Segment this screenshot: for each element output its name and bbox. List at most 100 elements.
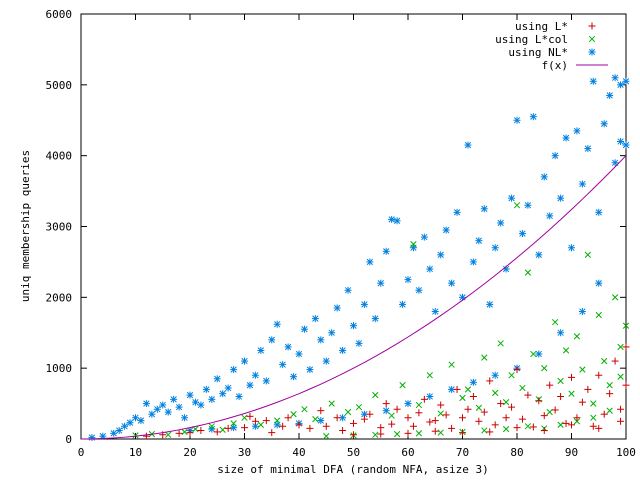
data-point — [486, 300, 494, 308]
data-point — [573, 414, 581, 422]
data-point — [197, 427, 205, 434]
data-point — [481, 354, 488, 361]
data-point — [578, 398, 586, 406]
data-point — [617, 417, 625, 425]
data-point — [622, 343, 630, 351]
data-point — [540, 173, 548, 181]
x-axis-label: size of minimal DFA (random NFA, asize 3… — [217, 463, 489, 476]
data-point — [251, 422, 259, 430]
data-point — [475, 417, 483, 425]
data-point — [551, 318, 559, 326]
data-point — [333, 304, 341, 312]
data-point — [415, 286, 423, 294]
data-point — [404, 400, 412, 408]
data-point — [469, 258, 477, 266]
data-point — [464, 141, 472, 149]
data-point — [568, 390, 575, 397]
data-point — [459, 394, 466, 402]
data-point — [568, 421, 575, 429]
data-point — [448, 424, 456, 432]
data-point — [191, 398, 199, 406]
data-point — [251, 371, 259, 379]
data-point — [437, 429, 444, 436]
data-point — [262, 377, 270, 385]
data-point — [611, 294, 619, 301]
data-point — [410, 241, 417, 248]
data-point — [546, 381, 554, 389]
data-point — [317, 417, 325, 425]
data-point — [213, 428, 221, 436]
data-point — [409, 244, 417, 252]
data-point — [578, 180, 586, 188]
data-point — [568, 373, 575, 381]
data-point — [300, 325, 308, 333]
data-point — [181, 414, 189, 422]
data-point — [573, 333, 581, 340]
data-point — [453, 208, 461, 216]
legend-key — [588, 35, 596, 43]
data-point — [333, 414, 341, 422]
data-point — [360, 300, 368, 308]
data-point — [88, 434, 96, 442]
legend-key — [588, 48, 596, 56]
data-point — [513, 202, 521, 209]
data-point — [241, 357, 248, 365]
data-point — [519, 384, 526, 392]
data-point — [284, 343, 292, 351]
data-point — [518, 230, 526, 238]
data-points — [80, 74, 630, 442]
data-point — [142, 400, 150, 408]
data-point — [181, 428, 188, 436]
data-point — [589, 422, 597, 430]
x-tick-label: 70 — [456, 446, 469, 459]
data-point — [311, 315, 319, 323]
x-tick-label: 40 — [292, 446, 305, 459]
data-point — [322, 357, 330, 365]
data-point — [562, 134, 570, 142]
data-point — [142, 432, 150, 440]
data-point — [562, 347, 570, 354]
data-point — [437, 401, 445, 409]
data-point — [126, 419, 134, 427]
data-point — [208, 423, 215, 430]
data-point — [301, 406, 308, 413]
data-point — [442, 226, 450, 234]
data-point — [366, 258, 374, 266]
data-point — [568, 244, 575, 252]
data-point — [426, 418, 434, 426]
data-point — [606, 407, 613, 414]
data-point — [431, 427, 439, 435]
data-point — [339, 414, 347, 422]
series-using-nl- — [88, 74, 630, 442]
data-point — [606, 382, 613, 389]
y-axis-ticks: 0 1000 2000 3000 4000 5000 6000 — [46, 8, 626, 446]
data-point — [344, 286, 352, 294]
data-point — [595, 424, 603, 432]
legend-label: f(x) — [542, 59, 569, 72]
data-point — [513, 366, 521, 374]
data-point — [595, 279, 603, 287]
data-point — [317, 336, 325, 344]
data-point — [573, 127, 581, 135]
data-point — [219, 390, 227, 398]
data-point — [159, 401, 167, 409]
data-point — [513, 424, 521, 432]
data-point — [295, 421, 303, 429]
data-point — [611, 159, 619, 167]
x-axis-ticks: 0 10 20 30 40 50 60 70 80 90 100 — [78, 14, 636, 459]
series-using-l-col — [132, 202, 630, 440]
data-point — [557, 421, 564, 428]
data-point — [110, 429, 118, 437]
data-point — [546, 212, 554, 220]
data-point — [415, 401, 423, 409]
data-point — [551, 152, 559, 160]
data-point — [388, 420, 396, 428]
y-axis-label: uniq membership queries — [19, 150, 32, 302]
data-point — [464, 405, 472, 413]
data-point — [508, 403, 516, 411]
data-point — [404, 276, 412, 284]
data-point — [175, 429, 183, 437]
data-point — [137, 417, 145, 425]
data-point — [469, 393, 477, 400]
